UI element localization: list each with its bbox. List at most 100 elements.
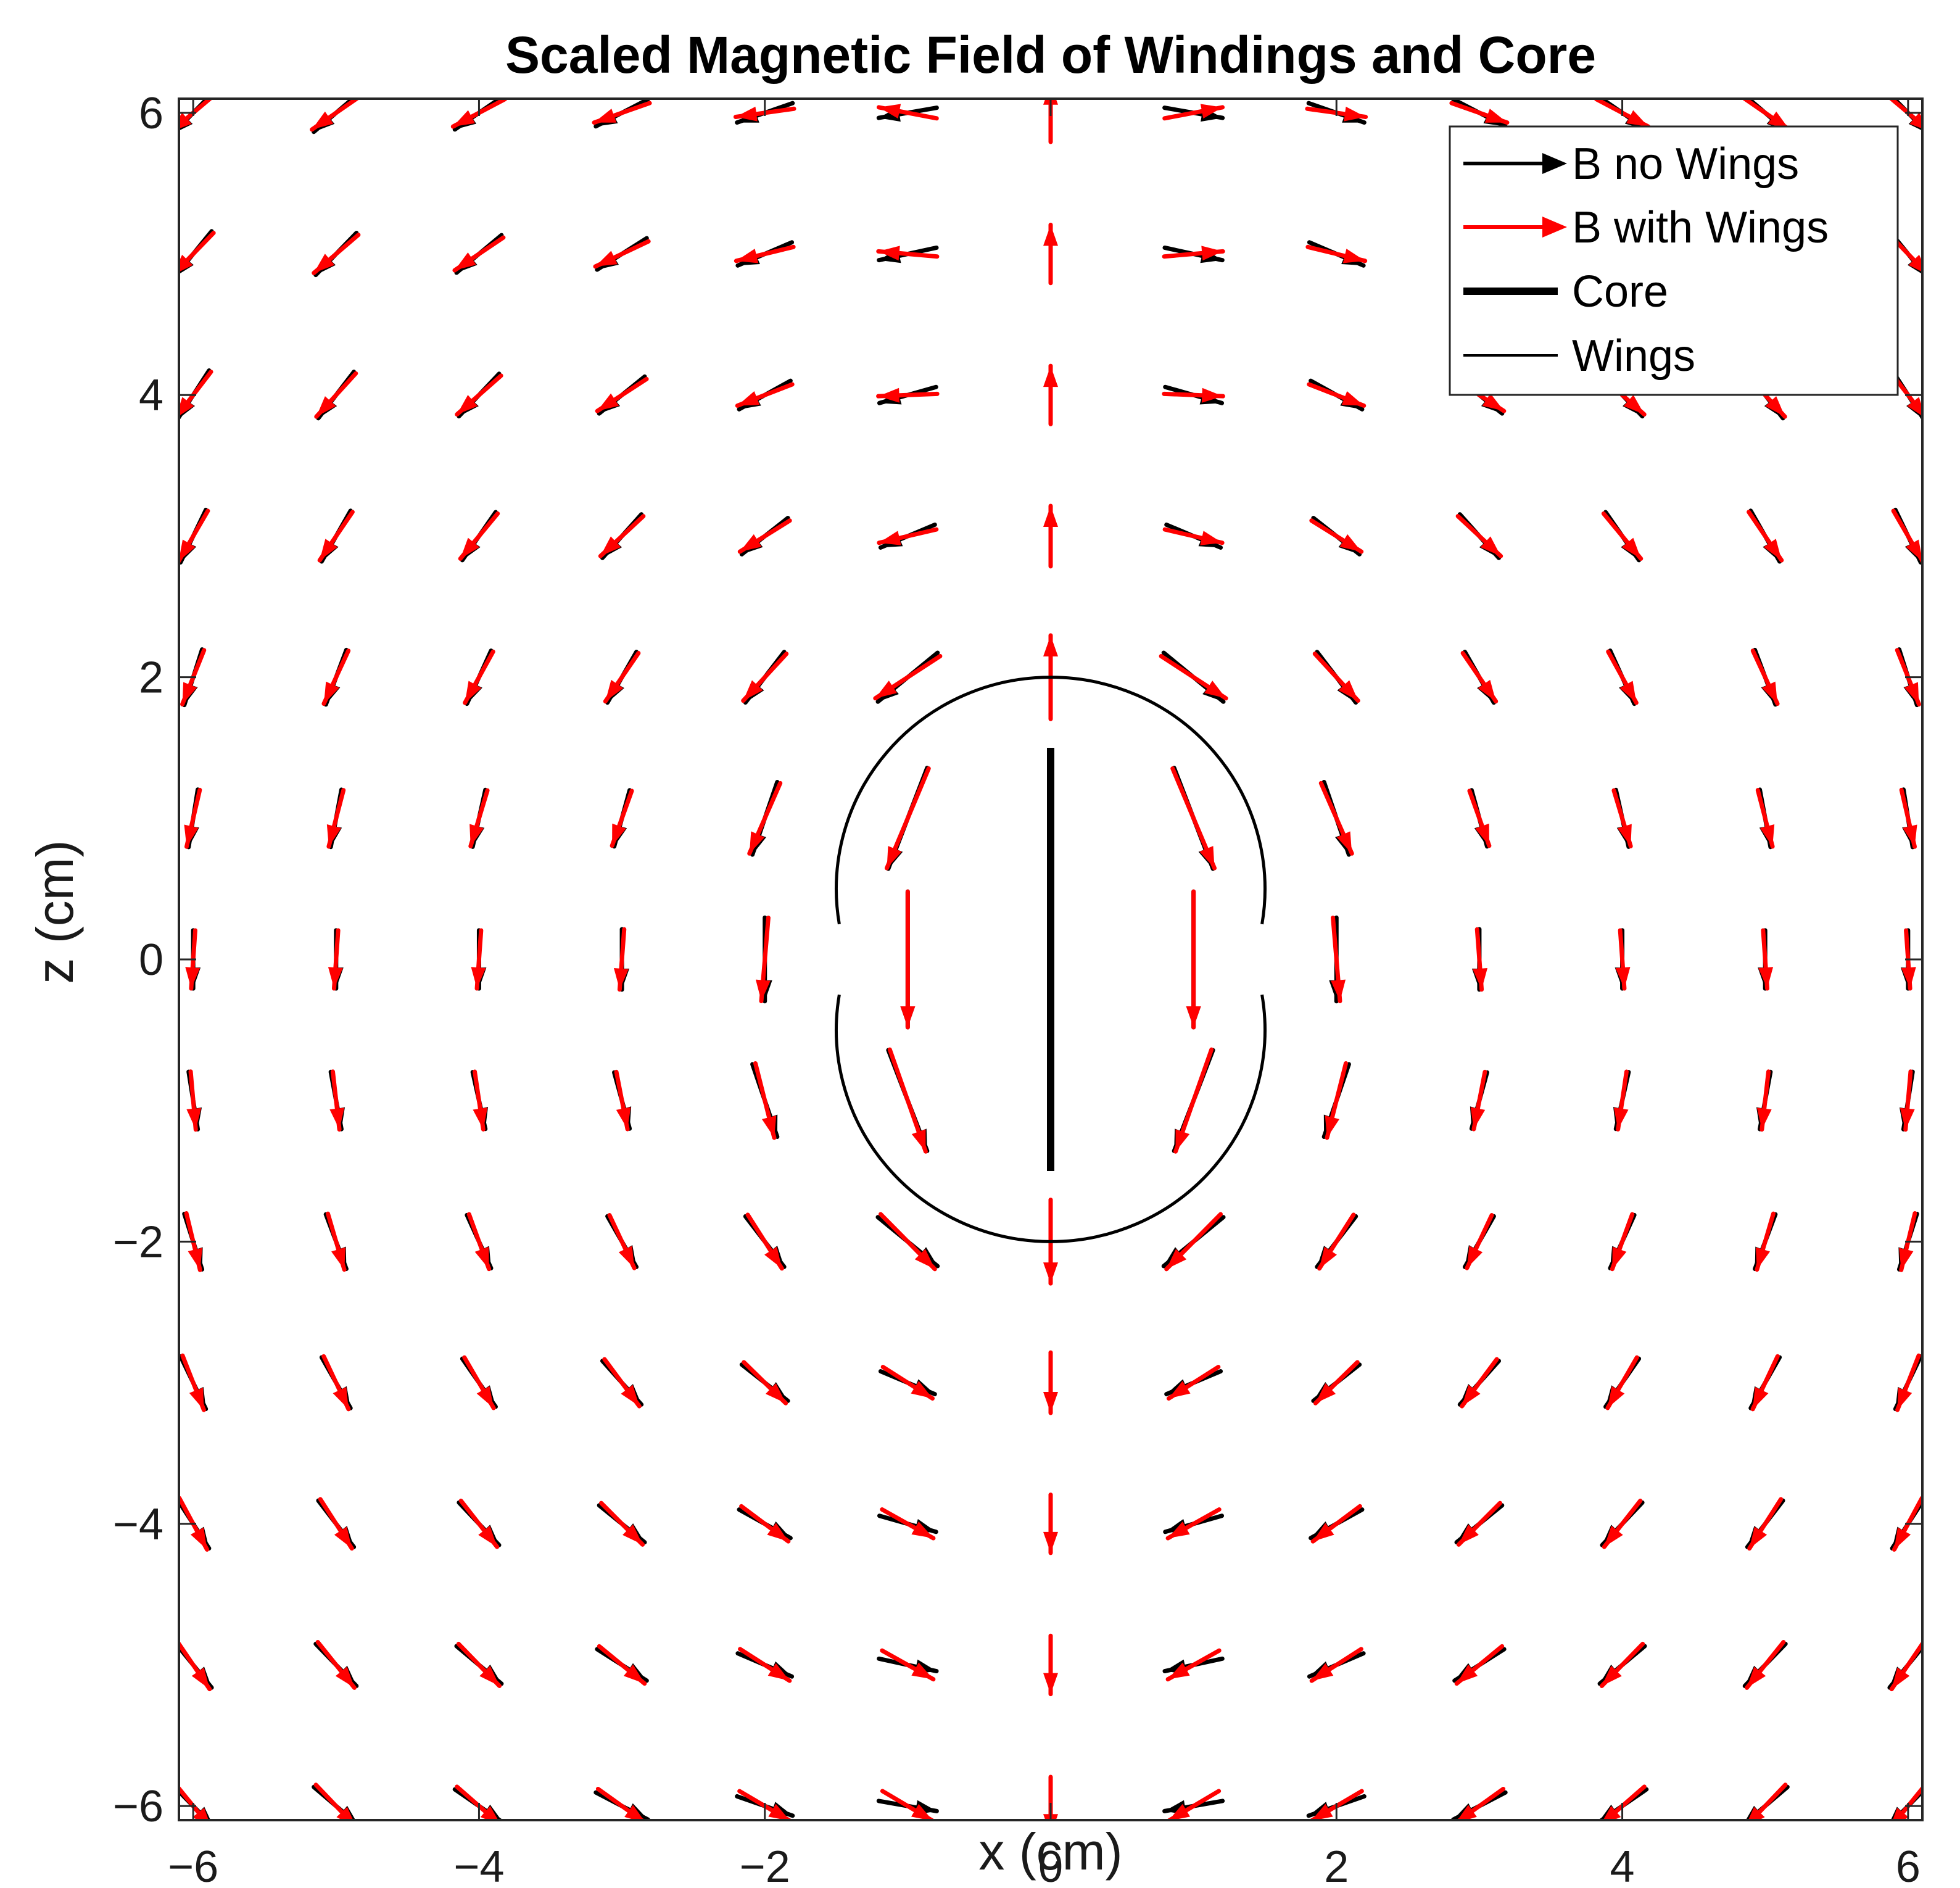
field-arrow-head [326,824,342,847]
field-arrow [741,652,789,703]
wings-upper-arc [835,676,1267,925]
field-arrow-head [887,846,902,869]
field-arrow-head [767,1663,790,1681]
field-arrow [462,1355,496,1410]
field-arrow [878,1212,937,1272]
field-arrow-head [1480,536,1501,557]
field-arrow [1750,1354,1780,1412]
field-arrow-head [457,395,478,415]
field-arrow [1900,1069,1915,1132]
field-arrow-head [1186,1006,1201,1028]
field-arrow [884,766,931,871]
field-arrow-head [900,1006,916,1028]
field-arrow-head [1043,1391,1058,1413]
y-tick-label: 4 [139,371,163,420]
field-arrow [876,387,940,403]
field-arrow-head [1168,1381,1191,1399]
field-arrow [1467,789,1492,848]
field-arrow-head [1312,1663,1334,1681]
field-arrow-head [875,681,897,698]
field-arrow-head [1043,366,1058,387]
field-arrow-head [1894,1527,1911,1550]
field-arrow [1307,382,1367,408]
chart-title: Scaled Magnetic Field of Windings and Co… [505,26,1596,84]
field-arrow-head [1457,1805,1477,1820]
field-arrow [455,373,503,417]
field-arrow-head [179,254,193,272]
field-arrow-head [476,1386,494,1409]
field-arrow [1895,1353,1921,1412]
field-arrow-head [600,536,621,557]
field-arrow-head [1043,506,1058,528]
field-arrow-head [1168,1521,1190,1539]
field-arrow [1455,1786,1506,1820]
field-arrow-head [914,1249,935,1269]
field-arrow-head [1748,1807,1765,1820]
field-arrow [1318,780,1354,856]
field-arrow-head [471,967,486,989]
field-arrow-head [185,967,201,989]
field-arrow-head [595,250,618,267]
field-arrow [1602,1498,1643,1549]
field-arrow [739,1504,791,1544]
field-arrow-head [1613,1107,1629,1130]
field-arrow-head [465,681,482,703]
field-arrow-head [1908,254,1922,272]
field-arrow-head [878,387,900,403]
field-arrow-head [1892,1667,1910,1689]
field-arrow [1305,244,1368,263]
field-arrow-head [1338,680,1358,701]
field-arrow-head [1336,831,1352,854]
x-tick-label: −6 [168,1842,218,1888]
field-arrow-head [1475,823,1489,846]
field-arrow [873,653,943,701]
field-arrow [312,233,361,275]
field-arrow [734,244,796,263]
field-arrow-head [1482,393,1504,412]
field-arrow [1460,1357,1499,1409]
field-arrow-head [333,1386,349,1409]
field-arrow [880,1507,936,1541]
field-arrow-head [1043,635,1058,656]
field-arrow-head [764,1246,782,1269]
field-arrow [880,1365,935,1401]
field-arrow-head [613,967,629,990]
field-arrow [1310,1504,1362,1544]
field-arrow [737,518,792,554]
field-arrow-head [736,249,759,263]
field-arrow [753,1061,777,1140]
field-arrow [458,511,500,561]
field-arrow-head [1909,112,1922,129]
field-arrow-head [879,531,901,545]
field-arrow-shaft [1748,1782,1788,1820]
field-arrow [321,1354,351,1412]
field-arrow [458,1498,500,1549]
legend-label-b-no-wings: B no Wings [1572,139,1799,189]
field-arrow-head [1768,111,1790,130]
field-arrow-head [1753,1386,1769,1409]
field-arrow-head [473,1107,488,1130]
field-arrow-head [1903,824,1917,847]
field-arrow-head [188,1248,202,1270]
field-arrow-head [190,1527,207,1550]
field-arrow [1162,104,1225,121]
field-arrow-head [1339,534,1362,552]
x-tick-label: 6 [1896,1842,1921,1888]
y-tick-label: 6 [139,89,163,138]
field-arrow [603,651,641,704]
field-arrow-head [1626,110,1648,127]
field-arrow-head [1201,387,1223,403]
field-arrow [1162,527,1225,545]
field-arrow [1166,1365,1221,1401]
field-arrow [310,99,361,132]
field-arrow-head [740,534,762,552]
field-arrow [314,371,358,419]
field-arrow-head [478,1525,497,1547]
y-tick-label: 2 [139,653,163,703]
field-arrow-head [1200,531,1223,545]
field-arrow-head [1043,1673,1058,1694]
field-arrow [179,508,210,564]
field-arrow [1309,1647,1363,1683]
field-arrow-head [184,824,199,847]
field-arrow-head [878,246,900,261]
